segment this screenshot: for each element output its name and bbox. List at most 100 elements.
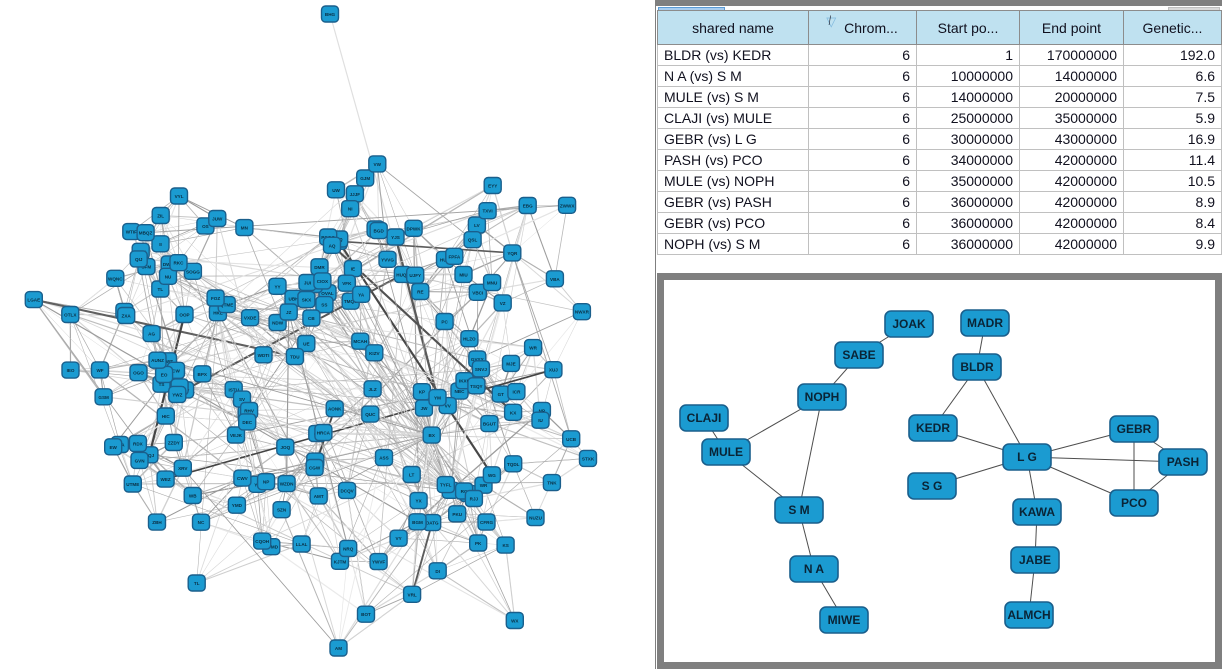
svg-text:EBG: EBG [523, 203, 533, 208]
svg-text:EW: EW [109, 445, 117, 450]
svg-text:NP: NP [263, 480, 269, 485]
svg-text:KEDR: KEDR [916, 421, 950, 435]
svg-text:TNK: TNK [547, 481, 557, 486]
svg-text:HRCA: HRCA [317, 430, 331, 435]
svg-text:VFK: VFK [342, 281, 352, 286]
svg-text:JW: JW [421, 406, 429, 411]
svg-text:MIWE: MIWE [828, 613, 861, 627]
svg-text:AMT: AMT [314, 494, 324, 499]
svg-text:LLAL: LLAL [296, 542, 308, 547]
svg-text:BX: BX [429, 433, 436, 438]
svg-text:YJS: YJS [391, 235, 400, 240]
svg-text:BGM: BGM [412, 520, 423, 525]
svg-text:ZXA: ZXA [122, 313, 132, 318]
svg-text:KAWA: KAWA [1019, 505, 1055, 519]
svg-text:MIU: MIU [459, 272, 468, 277]
svg-text:BOT: BOT [361, 612, 371, 617]
svg-text:WDTI: WDTI [258, 353, 270, 358]
svg-text:BLDR: BLDR [960, 360, 994, 374]
svg-text:BPX: BPX [198, 372, 208, 377]
svg-text:NWXR: NWXR [575, 310, 590, 315]
svg-text:QSL: QSL [468, 238, 478, 243]
svg-text:VEJK: VEJK [230, 433, 243, 438]
svg-text:OGO: OGO [133, 371, 144, 376]
svg-text:CGW: CGW [309, 465, 321, 470]
svg-text:KP: KP [419, 390, 425, 395]
svg-text:KS: KS [502, 543, 508, 548]
svg-text:YVVG: YVVG [381, 257, 394, 262]
svg-text:CB: CB [308, 316, 315, 321]
svg-text:MCAH: MCAH [353, 339, 367, 344]
svg-text:CLAJI: CLAJI [687, 411, 722, 425]
svg-text:VZ: VZ [500, 301, 506, 306]
svg-text:WR: WR [529, 346, 537, 351]
svg-text:ZWWX: ZWWX [560, 203, 575, 208]
svg-text:NC: NC [198, 520, 205, 525]
svg-text:S M: S M [788, 503, 809, 517]
svg-text:YY: YY [274, 284, 280, 289]
svg-text:NDW: NDW [272, 321, 284, 326]
svg-text:YA: YA [358, 292, 365, 297]
svg-text:KJTM: KJTM [334, 559, 347, 564]
svg-text:TXVI: TXVI [482, 209, 492, 214]
svg-text:OATG: OATG [426, 521, 439, 526]
svg-text:RE: RE [417, 289, 423, 294]
svg-text:KIZV: KIZV [369, 351, 380, 356]
svg-text:SV: SV [239, 397, 246, 402]
svg-text:XRV: XRV [178, 466, 188, 471]
svg-text:N A: N A [804, 562, 825, 576]
svg-text:OOP: OOP [179, 312, 189, 317]
svg-text:GT: GT [498, 392, 505, 397]
svg-text:MULE: MULE [709, 445, 743, 459]
svg-text:FPFA: FPFA [448, 254, 460, 259]
svg-text:SNVJ: SNVJ [475, 367, 487, 372]
svg-text:PCO: PCO [1121, 496, 1147, 510]
svg-text:DI: DI [435, 569, 440, 574]
svg-text:DPWK: DPWK [407, 226, 422, 231]
svg-text:CIOX: CIOX [317, 279, 329, 284]
svg-text:DCQV: DCQV [340, 488, 354, 493]
svg-text:JOQ: JOQ [280, 445, 290, 450]
svg-text:JOAK: JOAK [892, 317, 926, 331]
svg-text:TYFL: TYFL [440, 483, 452, 488]
svg-text:UJFY: UJFY [409, 273, 421, 278]
svg-text:NOPH: NOPH [805, 390, 840, 404]
svg-text:SZN: SZN [277, 508, 287, 513]
svg-text:MJE: MJE [506, 361, 515, 366]
svg-text:CQOH: CQOH [255, 539, 269, 544]
svg-text:EO: EO [161, 372, 168, 377]
svg-text:HLZO: HLZO [463, 337, 476, 342]
svg-text:SKX: SKX [302, 298, 312, 303]
svg-text:WR: WR [480, 483, 488, 488]
svg-text:WG: WG [488, 473, 496, 478]
svg-text:VY: VY [396, 536, 402, 541]
svg-text:BHG: BHG [325, 12, 336, 17]
svg-text:JABE: JABE [1019, 553, 1051, 567]
svg-text:BGUT: BGUT [483, 422, 496, 427]
svg-text:UCB: UCB [566, 437, 577, 442]
svg-text:PKU: PKU [452, 512, 462, 517]
svg-text:LV: LV [474, 223, 480, 228]
svg-text:WEZ: WEZ [161, 477, 171, 482]
svg-text:UTME: UTME [126, 482, 139, 487]
svg-text:RJJ: RJJ [470, 497, 479, 502]
svg-text:L G: L G [1017, 450, 1037, 464]
svg-text:TQDL: TQDL [507, 462, 520, 467]
svg-text:JZ: JZ [286, 310, 292, 315]
svg-text:NI: NI [348, 207, 353, 212]
svg-text:GVN: GVN [135, 458, 146, 463]
svg-text:ICR: ICR [512, 390, 521, 395]
svg-text:TL: TL [158, 287, 164, 292]
svg-text:YX: YX [416, 499, 423, 504]
svg-text:VXDE: VXDE [244, 316, 257, 321]
svg-text:IU: IU [538, 418, 543, 423]
svg-text:WZDN: WZDN [280, 482, 294, 487]
svg-text:RHV: RHV [244, 409, 255, 414]
svg-text:RDX: RDX [133, 441, 144, 446]
svg-text:YQR: YQR [507, 251, 518, 256]
svg-text:GEBR: GEBR [1117, 422, 1152, 436]
svg-text:OTLX: OTLX [64, 312, 77, 317]
svg-text:VW: VW [374, 162, 382, 167]
svg-text:BGD: BGD [374, 229, 385, 234]
svg-text:MN: MN [241, 226, 249, 231]
